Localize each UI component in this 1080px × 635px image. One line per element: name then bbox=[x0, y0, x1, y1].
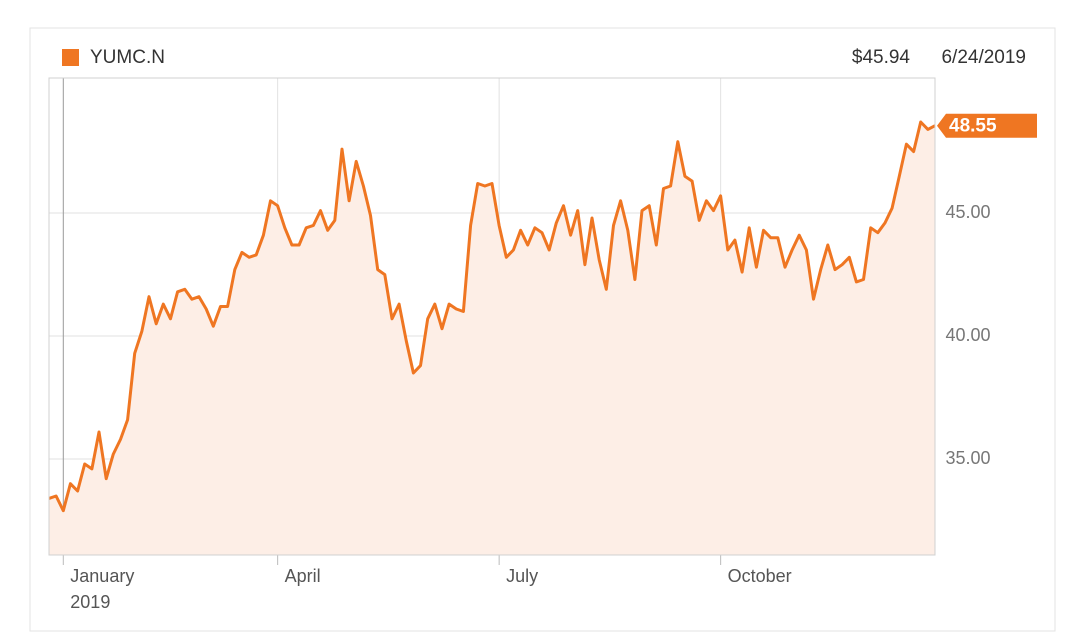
legend-swatch bbox=[62, 49, 79, 66]
price-label: $45.94 bbox=[852, 47, 911, 68]
x-tick-label: April bbox=[284, 566, 321, 586]
x-tick-label: July bbox=[506, 566, 539, 586]
y-tick-label: 40.00 bbox=[945, 325, 990, 345]
last-value-label: 48.55 bbox=[949, 116, 997, 137]
date-label: 6/24/2019 bbox=[941, 47, 1026, 68]
y-tick-label: 35.00 bbox=[945, 448, 990, 468]
price-line bbox=[48, 120, 936, 513]
area-fill bbox=[49, 122, 935, 555]
x-tick-label: October bbox=[727, 566, 792, 586]
plot-border bbox=[48, 77, 936, 556]
last-value-tag bbox=[937, 113, 1037, 138]
y-tick-label: 45.00 bbox=[945, 202, 990, 222]
x-tick-label: January 2019 bbox=[70, 566, 135, 612]
legend-label: YUMC.N bbox=[90, 47, 165, 68]
